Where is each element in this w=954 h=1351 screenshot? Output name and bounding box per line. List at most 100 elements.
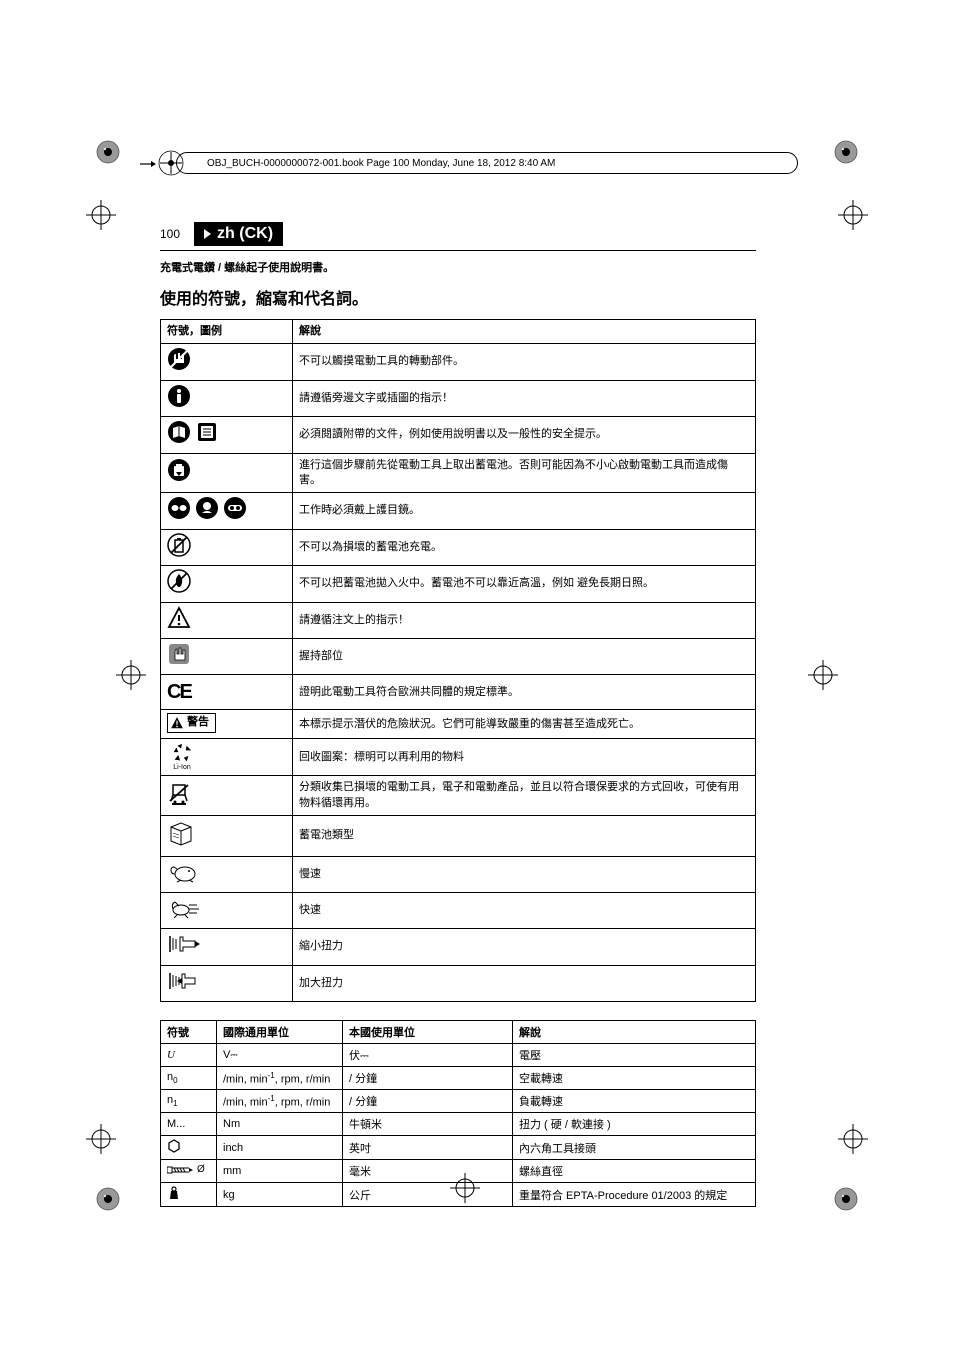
t1-header-symbol: 符號，圖例 bbox=[161, 320, 293, 344]
symbol-cell bbox=[161, 638, 293, 674]
book-icon bbox=[158, 150, 184, 176]
symbol-cell bbox=[161, 892, 293, 928]
t1-header-desc: 解說 bbox=[293, 320, 756, 344]
desc-cell: 必須閱讀附帶的文件，例如使用說明書以及一般性的安全提示。 bbox=[293, 417, 756, 453]
symbol-cell bbox=[161, 417, 293, 453]
desc-cell: 分類收集已損壞的電動工具，電子和電動產品，並且以符合環保要求的方式回收，可使有用… bbox=[293, 776, 756, 816]
unit-desc: 內六角工具接頭 bbox=[513, 1136, 756, 1160]
symbol-cell: 警告 bbox=[161, 710, 293, 739]
unit-symbol bbox=[161, 1136, 217, 1160]
symbol-row: CE 證明此電動工具符合歐洲共同體的規定標準。 bbox=[161, 675, 756, 710]
unit-row: U V⎓ 伏⎓ 電壓 bbox=[161, 1044, 756, 1067]
unit-desc: 電壓 bbox=[513, 1044, 756, 1067]
unit-local: 英吋 bbox=[343, 1136, 513, 1160]
unit-intl: inch bbox=[217, 1136, 343, 1160]
symbol-cell bbox=[161, 856, 293, 892]
no-charge-icon bbox=[167, 533, 191, 557]
symbol-cell bbox=[161, 344, 293, 380]
symbol-row: 分類收集已損壞的電動工具，電子和電動產品，並且以符合環保要求的方式回收，可使有用… bbox=[161, 776, 756, 816]
symbol-row: 不可以把蓄電池拋入火中。蓄電池不可以靠近高溫，例如 避免長期日照。 bbox=[161, 566, 756, 602]
goggles-icon bbox=[167, 496, 191, 520]
remove-batt-icon bbox=[167, 458, 191, 482]
symbol-row: 縮小扭力 bbox=[161, 929, 756, 965]
reg-disc-br bbox=[832, 1185, 860, 1213]
symbol-row: 請遵循旁邊文字或插圖的指示！ bbox=[161, 380, 756, 416]
unit-symbol bbox=[161, 1183, 217, 1207]
desc-cell: 證明此電動工具符合歐洲共同體的規定標準。 bbox=[293, 675, 756, 710]
symbol-row: 快速 bbox=[161, 892, 756, 928]
reg-disc-tr bbox=[832, 138, 860, 166]
reg-disc-bl bbox=[94, 1185, 122, 1213]
torque-high-icon bbox=[167, 969, 201, 993]
unit-intl: mm bbox=[217, 1160, 343, 1183]
symbol-cell bbox=[161, 965, 293, 1001]
symbol-row: 慢速 bbox=[161, 856, 756, 892]
unit-row: inch 英吋 內六角工具接頭 bbox=[161, 1136, 756, 1160]
symbol-cell bbox=[161, 493, 293, 529]
symbol-row: 不可以觸摸電動工具的轉動部件。 bbox=[161, 344, 756, 380]
symbol-cell bbox=[161, 929, 293, 965]
t2-header-local: 本國使用單位 bbox=[343, 1021, 513, 1044]
symbol-row: 不可以為損壞的蓄電池充電。 bbox=[161, 529, 756, 565]
info-icon bbox=[167, 384, 191, 408]
symbol-cell bbox=[161, 602, 293, 638]
weight-icon bbox=[167, 1186, 181, 1200]
reg-disc-tl bbox=[94, 138, 122, 166]
desc-cell: 握持部位 bbox=[293, 638, 756, 674]
unit-local: / 分鐘 bbox=[343, 1067, 513, 1090]
goggles-icon bbox=[223, 496, 247, 520]
t2-header-desc: 解說 bbox=[513, 1021, 756, 1044]
warning-badge: 警告 bbox=[167, 713, 216, 732]
desc-cell: 回收圖案：標明可以再利用的物料 bbox=[293, 739, 756, 776]
desc-cell: 加大扭力 bbox=[293, 965, 756, 1001]
reg-cross-r1 bbox=[838, 200, 868, 230]
desc-cell: 慢速 bbox=[293, 856, 756, 892]
screw-icon: Ø bbox=[167, 1164, 205, 1175]
symbol-row: 蓄電池類型 bbox=[161, 816, 756, 856]
unit-intl: V⎓ bbox=[217, 1044, 343, 1067]
unit-symbol: U bbox=[161, 1044, 217, 1067]
symbol-row: 進行這個步驟前先從電動工具上取出蓄電池。否則可能因為不小心啟動電動工具而造成傷害… bbox=[161, 453, 756, 493]
unit-desc: 重量符合 EPTA-Procedure 01/2003 的規定 bbox=[513, 1183, 756, 1207]
symbol-row: 必須閱讀附帶的文件，例如使用說明書以及一般性的安全提示。 bbox=[161, 417, 756, 453]
torque-low-icon bbox=[167, 932, 201, 956]
symbol-row: 工作時必須戴上護目鏡。 bbox=[161, 493, 756, 529]
symbol-row: 請遵循注文上的指示！ bbox=[161, 602, 756, 638]
desc-cell: 請遵循注文上的指示！ bbox=[293, 602, 756, 638]
unit-row: kg 公斤 重量符合 EPTA-Procedure 01/2003 的規定 bbox=[161, 1183, 756, 1207]
weee-icon bbox=[167, 781, 191, 805]
symbol-cell bbox=[161, 380, 293, 416]
desc-cell: 縮小扭力 bbox=[293, 929, 756, 965]
reg-cross-r2 bbox=[808, 660, 838, 690]
unit-desc: 負載轉速 bbox=[513, 1090, 756, 1113]
desc-cell: 本標示提示潛伏的危險狀況。它們可能導致嚴重的傷害甚至造成死亡。 bbox=[293, 710, 756, 739]
unit-row: n1 /min, min-1, rpm, r/min / 分鐘 負載轉速 bbox=[161, 1090, 756, 1113]
t2-header-symbol: 符號 bbox=[161, 1021, 217, 1044]
unit-row: n0 /min, min-1, rpm, r/min / 分鐘 空載轉速 bbox=[161, 1067, 756, 1090]
desc-cell: 蓄電池類型 bbox=[293, 816, 756, 856]
reg-cross-r3 bbox=[838, 1124, 868, 1154]
arrow-icon bbox=[140, 158, 156, 170]
page-header: 100 zh (CK) bbox=[160, 222, 756, 251]
ce-mark-icon: CE bbox=[167, 678, 191, 706]
unit-row: M... Nm 牛頓米 扭力 ( 硬 / 軟連接 ) bbox=[161, 1113, 756, 1136]
hex-icon bbox=[167, 1139, 181, 1153]
unit-desc: 螺絲直徑 bbox=[513, 1160, 756, 1183]
unit-intl: Nm bbox=[217, 1113, 343, 1136]
unit-local: 毫米 bbox=[343, 1160, 513, 1183]
unit-table: 符號 國際通用單位 本國使用單位 解說 U V⎓ 伏⎓ 電壓 n0 /min, … bbox=[160, 1020, 756, 1207]
symbol-table: 符號，圖例 解說 不可以觸摸電動工具的轉動部件。請遵循旁邊文字或插圖的指示！必須… bbox=[160, 319, 756, 1002]
unit-local: 牛頓米 bbox=[343, 1113, 513, 1136]
unit-symbol: M... bbox=[161, 1113, 217, 1136]
unit-local: 伏⎓ bbox=[343, 1044, 513, 1067]
section-title: 使用的符號，縮寫和代名詞。 bbox=[160, 285, 756, 309]
recycle-icon: Li-Ion bbox=[167, 742, 197, 772]
desc-cell: 進行這個步驟前先從電動工具上取出蓄電池。否則可能因為不小心啟動電動工具而造成傷害… bbox=[293, 453, 756, 493]
symbol-row: 握持部位 bbox=[161, 638, 756, 674]
language-tag: zh (CK) bbox=[194, 222, 283, 246]
symbol-row: 加大扭力 bbox=[161, 965, 756, 1001]
reg-cross-l1 bbox=[86, 200, 116, 230]
symbol-row: Li-Ion 回收圖案：標明可以再利用的物料 bbox=[161, 739, 756, 776]
desc-cell: 快速 bbox=[293, 892, 756, 928]
symbol-cell bbox=[161, 776, 293, 816]
